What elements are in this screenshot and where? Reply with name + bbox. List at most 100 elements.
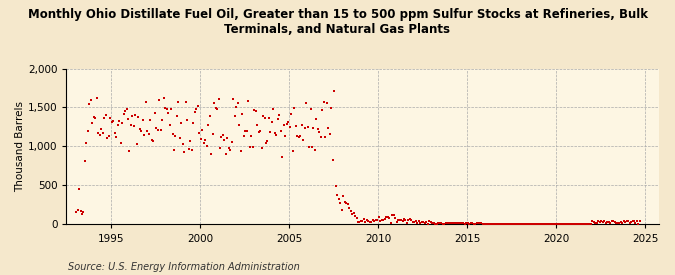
Point (188, 121, 198, 126)
Point (154, 98, 165, 102)
Point (435, 221, 446, 226)
Point (584, 222, 595, 227)
Point (249, 107, 260, 112)
Point (194, 131, 205, 135)
Point (605, 221, 616, 225)
Point (572, 222, 583, 227)
Point (330, 184, 341, 189)
Point (464, 222, 475, 226)
Point (520, 222, 531, 226)
Point (399, 217, 410, 221)
Point (335, 200, 346, 205)
Point (479, 222, 489, 226)
Point (560, 222, 571, 226)
Point (603, 220, 614, 224)
Point (599, 219, 610, 223)
Point (231, 105, 242, 109)
Point (558, 222, 568, 227)
Point (448, 221, 458, 225)
Point (450, 221, 461, 225)
Point (76, 211, 87, 216)
Point (227, 139, 238, 144)
Point (222, 136, 233, 140)
Point (278, 123, 289, 127)
Point (396, 217, 406, 222)
Point (99, 116, 109, 120)
Point (75, 209, 86, 213)
Point (80, 158, 90, 163)
Point (519, 222, 530, 226)
Point (477, 222, 488, 226)
Point (332, 192, 343, 197)
Point (295, 134, 306, 138)
Point (587, 219, 598, 223)
Point (412, 221, 423, 226)
Point (571, 222, 582, 226)
Point (597, 220, 608, 224)
Point (465, 221, 476, 226)
Point (537, 222, 547, 226)
Point (538, 222, 549, 227)
Point (566, 222, 577, 226)
Point (209, 101, 219, 106)
Point (275, 129, 286, 133)
Point (541, 222, 552, 226)
Point (326, 106, 337, 111)
Point (280, 133, 291, 138)
Point (139, 133, 150, 138)
Point (389, 216, 400, 221)
Point (608, 219, 618, 223)
Point (531, 222, 541, 226)
Point (415, 221, 426, 226)
Point (319, 99, 329, 104)
Point (445, 221, 456, 225)
Point (180, 100, 191, 104)
Point (596, 219, 607, 224)
Point (614, 221, 624, 225)
Point (201, 144, 212, 148)
Point (468, 221, 479, 226)
Point (252, 123, 263, 127)
Point (404, 217, 415, 221)
Point (329, 89, 340, 94)
Point (482, 222, 493, 226)
Point (258, 114, 269, 118)
Point (497, 222, 508, 227)
Point (449, 220, 460, 225)
Point (462, 221, 473, 225)
Point (507, 222, 518, 226)
Point (554, 222, 565, 227)
Point (516, 222, 526, 226)
Point (254, 129, 265, 133)
Point (163, 110, 173, 115)
Point (409, 220, 420, 224)
Point (217, 133, 228, 138)
Point (169, 148, 180, 152)
Point (345, 209, 356, 214)
Point (394, 218, 405, 222)
Point (320, 135, 331, 139)
Point (262, 139, 273, 143)
Point (91, 96, 102, 100)
Point (247, 145, 258, 150)
Point (246, 134, 256, 138)
Point (74, 187, 84, 192)
Text: Monthly Ohio Distillate Fuel Oil, Greater than 15 to 500 ppm Sulfur Stocks at Re: Monthly Ohio Distillate Fuel Oil, Greate… (28, 8, 647, 36)
Point (106, 119, 117, 124)
Point (452, 221, 463, 225)
Point (454, 221, 464, 225)
Point (622, 218, 633, 223)
Point (547, 222, 558, 227)
Point (123, 117, 134, 121)
Point (589, 220, 599, 224)
Point (82, 129, 93, 133)
Point (138, 118, 148, 123)
Point (155, 128, 166, 132)
Point (461, 221, 472, 226)
Point (500, 222, 510, 226)
Point (591, 220, 602, 225)
Point (565, 222, 576, 226)
Point (86, 98, 97, 102)
Point (190, 109, 200, 114)
Point (425, 220, 436, 224)
